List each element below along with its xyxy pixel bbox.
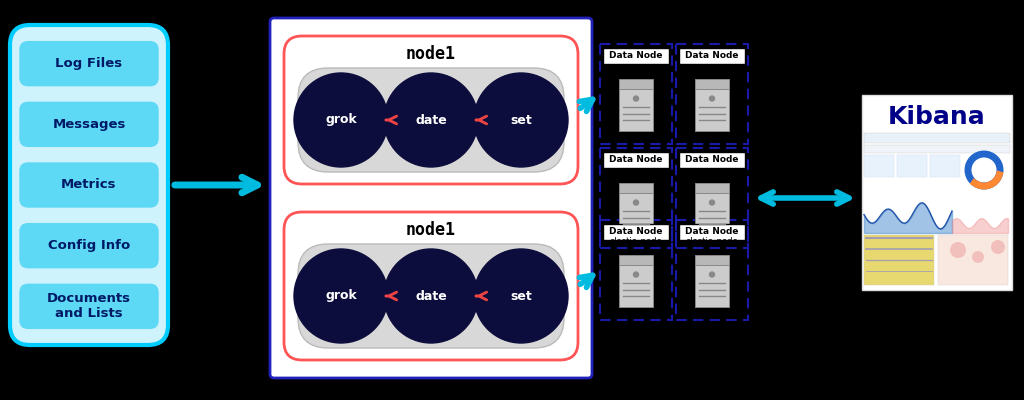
Bar bbox=[862, 95, 1012, 290]
FancyBboxPatch shape bbox=[20, 102, 158, 146]
Text: elastic_node: elastic_node bbox=[686, 132, 738, 142]
FancyBboxPatch shape bbox=[20, 284, 158, 328]
Bar bbox=[600, 220, 672, 320]
Bar bbox=[603, 224, 669, 240]
Text: elastic_node: elastic_node bbox=[686, 236, 738, 246]
Bar bbox=[695, 89, 729, 131]
Bar bbox=[679, 48, 745, 64]
FancyBboxPatch shape bbox=[270, 18, 592, 378]
Text: Kibana: Kibana bbox=[888, 105, 986, 129]
Bar bbox=[618, 89, 653, 131]
Circle shape bbox=[710, 272, 715, 277]
Text: Config Info: Config Info bbox=[48, 239, 130, 252]
FancyBboxPatch shape bbox=[298, 68, 564, 172]
Bar bbox=[930, 155, 961, 177]
Bar bbox=[600, 148, 672, 248]
Bar bbox=[864, 155, 894, 177]
Text: node1: node1 bbox=[406, 45, 456, 63]
Bar bbox=[679, 224, 745, 240]
Text: date: date bbox=[415, 114, 446, 126]
Ellipse shape bbox=[384, 249, 478, 343]
Bar bbox=[695, 265, 729, 307]
Text: Messages: Messages bbox=[52, 118, 126, 131]
Circle shape bbox=[710, 200, 715, 205]
Bar bbox=[618, 265, 653, 307]
Text: elastic_node: elastic_node bbox=[609, 132, 663, 142]
Text: Data Node: Data Node bbox=[685, 228, 738, 236]
Ellipse shape bbox=[474, 249, 568, 343]
Bar bbox=[695, 193, 729, 235]
Text: Data Node: Data Node bbox=[685, 52, 738, 60]
Bar bbox=[600, 44, 672, 144]
Text: date: date bbox=[415, 290, 446, 302]
FancyBboxPatch shape bbox=[20, 224, 158, 268]
Circle shape bbox=[991, 240, 1005, 254]
Bar bbox=[679, 152, 745, 168]
Text: Data Node: Data Node bbox=[685, 156, 738, 164]
Circle shape bbox=[634, 272, 639, 277]
Bar bbox=[603, 152, 669, 168]
Bar bbox=[864, 133, 1010, 143]
Bar bbox=[897, 155, 927, 177]
Circle shape bbox=[634, 96, 639, 101]
Text: grok: grok bbox=[326, 114, 357, 126]
Circle shape bbox=[972, 251, 984, 263]
FancyBboxPatch shape bbox=[20, 42, 158, 86]
FancyBboxPatch shape bbox=[10, 25, 168, 345]
Text: Data Node: Data Node bbox=[609, 156, 663, 164]
Ellipse shape bbox=[474, 73, 568, 167]
FancyBboxPatch shape bbox=[284, 212, 578, 360]
Circle shape bbox=[710, 96, 715, 101]
Bar bbox=[603, 48, 669, 64]
Bar bbox=[676, 44, 748, 144]
Text: elastic_node: elastic_node bbox=[609, 236, 663, 246]
Bar bbox=[618, 183, 653, 193]
Ellipse shape bbox=[294, 249, 388, 343]
Circle shape bbox=[634, 200, 639, 205]
Text: Documents
and Lists: Documents and Lists bbox=[47, 292, 131, 320]
FancyBboxPatch shape bbox=[298, 244, 564, 348]
Text: node1: node1 bbox=[406, 221, 456, 239]
Text: set: set bbox=[510, 290, 531, 302]
Text: set: set bbox=[510, 114, 531, 126]
Bar bbox=[695, 255, 729, 265]
Text: elastic_node: elastic_node bbox=[609, 308, 663, 318]
Bar bbox=[676, 148, 748, 248]
Text: Data Node: Data Node bbox=[609, 228, 663, 236]
Bar bbox=[676, 220, 748, 320]
Bar bbox=[695, 79, 729, 89]
Bar bbox=[864, 145, 1010, 153]
FancyBboxPatch shape bbox=[284, 36, 578, 184]
Bar bbox=[618, 193, 653, 235]
Circle shape bbox=[950, 242, 966, 258]
Bar bbox=[695, 183, 729, 193]
Text: Log Files: Log Files bbox=[55, 57, 123, 70]
Bar bbox=[618, 79, 653, 89]
Bar bbox=[938, 235, 1008, 285]
Ellipse shape bbox=[294, 73, 388, 167]
Text: grok: grok bbox=[326, 290, 357, 302]
Bar bbox=[618, 255, 653, 265]
Text: Metrics: Metrics bbox=[61, 178, 117, 192]
Text: elastic_node: elastic_node bbox=[686, 308, 738, 318]
FancyBboxPatch shape bbox=[20, 163, 158, 207]
Text: Data Node: Data Node bbox=[609, 52, 663, 60]
Bar bbox=[864, 235, 934, 285]
Ellipse shape bbox=[384, 73, 478, 167]
